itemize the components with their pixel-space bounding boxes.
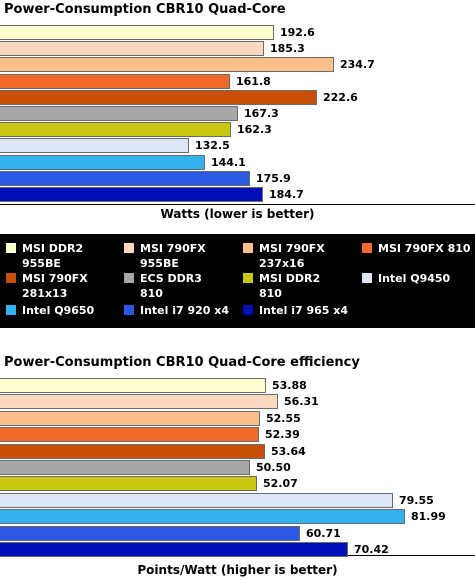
bar-1-3	[0, 57, 334, 73]
bar-value-label: 222.6	[323, 90, 358, 104]
bar-value-label: 162.3	[237, 123, 272, 137]
legend-label: Intel i7 965 x4	[259, 304, 349, 317]
bar-1-7	[0, 122, 231, 138]
bar-value-label: 53.64	[271, 444, 306, 458]
bar-value-label: 50.50	[256, 461, 291, 474]
bar-value-label: 144.1	[211, 155, 246, 169]
bar-value-label: 52.39	[265, 428, 300, 442]
chart-2-x-axis-label: Points/Watt (higher is better)	[137, 563, 338, 577]
legend-label: Intel Q9650	[22, 304, 95, 317]
bar-value-label: 70.42	[354, 543, 389, 556]
legend-label: MSI 790FX 237x16	[259, 242, 325, 270]
bar-value-label: 161.8	[236, 74, 271, 88]
legend-swatch	[124, 243, 134, 253]
bar-2-7	[0, 476, 257, 492]
bar-value-label: 60.71	[306, 526, 341, 540]
bar-value-label: 56.31	[284, 395, 319, 409]
legend-swatch	[362, 273, 372, 283]
bar-1-4	[0, 73, 230, 89]
legend-label: MSI 790FX 810	[378, 242, 471, 255]
bar-value-label: 53.88	[272, 379, 307, 392]
bar-value-label: 52.07	[263, 477, 298, 491]
chart-2-title: Power-Consumption CBR10 Quad-Core effici…	[4, 355, 360, 370]
legend-label: MSI 790FX 281x13	[22, 272, 88, 300]
bar-2-6	[0, 460, 250, 475]
chart-2-plot-area: 53.88 56.31 52.55 52.39 53.64 50.50 52.07 79.55…	[0, 375, 475, 557]
bar-1-8	[0, 138, 189, 154]
legend-swatch	[243, 243, 253, 253]
bar-value-label: 81.99	[411, 510, 446, 524]
bar-2-1	[0, 378, 266, 393]
bar-2-11	[0, 542, 348, 557]
bar-2-5	[0, 443, 265, 459]
bar-2-8	[0, 492, 393, 508]
bar-2-3	[0, 410, 260, 426]
bar-value-label: 234.7	[340, 58, 375, 72]
legend-swatch	[362, 243, 372, 253]
bar-value-label: 52.55	[266, 411, 301, 425]
bar-2-4	[0, 427, 259, 443]
chart-1-plot-area: 192.6 185.3 234.7 161.8 222.6 167.3 162.3 132.5…	[0, 20, 475, 205]
bar-value-label: 79.55	[399, 493, 434, 507]
legend-swatch	[124, 273, 134, 283]
bar-2-2	[0, 394, 278, 410]
legend: MSI DDR2 955BE MSI 790FX 955BE MSI 790FX 2…	[0, 234, 475, 328]
bar-1-5	[0, 89, 317, 105]
bar-value-label: 175.9	[256, 171, 291, 185]
bar-2-9	[0, 509, 405, 525]
bar-1-1	[0, 25, 274, 40]
chart-1-x-axis-label: Watts (lower is better)	[160, 207, 315, 221]
chart-1-title: Power-Consumption CBR10 Quad-Core	[4, 2, 286, 17]
bar-1-9	[0, 154, 205, 170]
bar-1-11	[0, 187, 263, 202]
legend-label: ECS DDR3 810	[140, 272, 202, 300]
legend-label: MSI DDR2 810	[259, 272, 321, 300]
legend-label: MSI 790FX 955BE	[140, 242, 206, 270]
bar-1-2	[0, 41, 264, 57]
bar-value-label: 167.3	[244, 107, 279, 120]
bar-1-6	[0, 106, 238, 121]
legend-swatch	[6, 273, 16, 283]
bar-1-10	[0, 170, 250, 186]
legend-swatch	[6, 305, 16, 315]
legend-label: Intel i7 920 x4	[140, 304, 230, 317]
legend-swatch	[243, 273, 253, 283]
legend-label: Intel Q9450	[378, 272, 451, 285]
legend-swatch	[243, 305, 253, 315]
bar-value-label: 184.7	[269, 188, 304, 201]
legend-swatch	[6, 243, 16, 253]
bar-2-10	[0, 525, 300, 541]
bar-value-label: 132.5	[195, 139, 230, 153]
bar-value-label: 192.6	[280, 26, 315, 39]
legend-swatch	[124, 305, 134, 315]
legend-label: MSI DDR2 955BE	[22, 242, 84, 270]
bar-value-label: 185.3	[270, 42, 305, 56]
